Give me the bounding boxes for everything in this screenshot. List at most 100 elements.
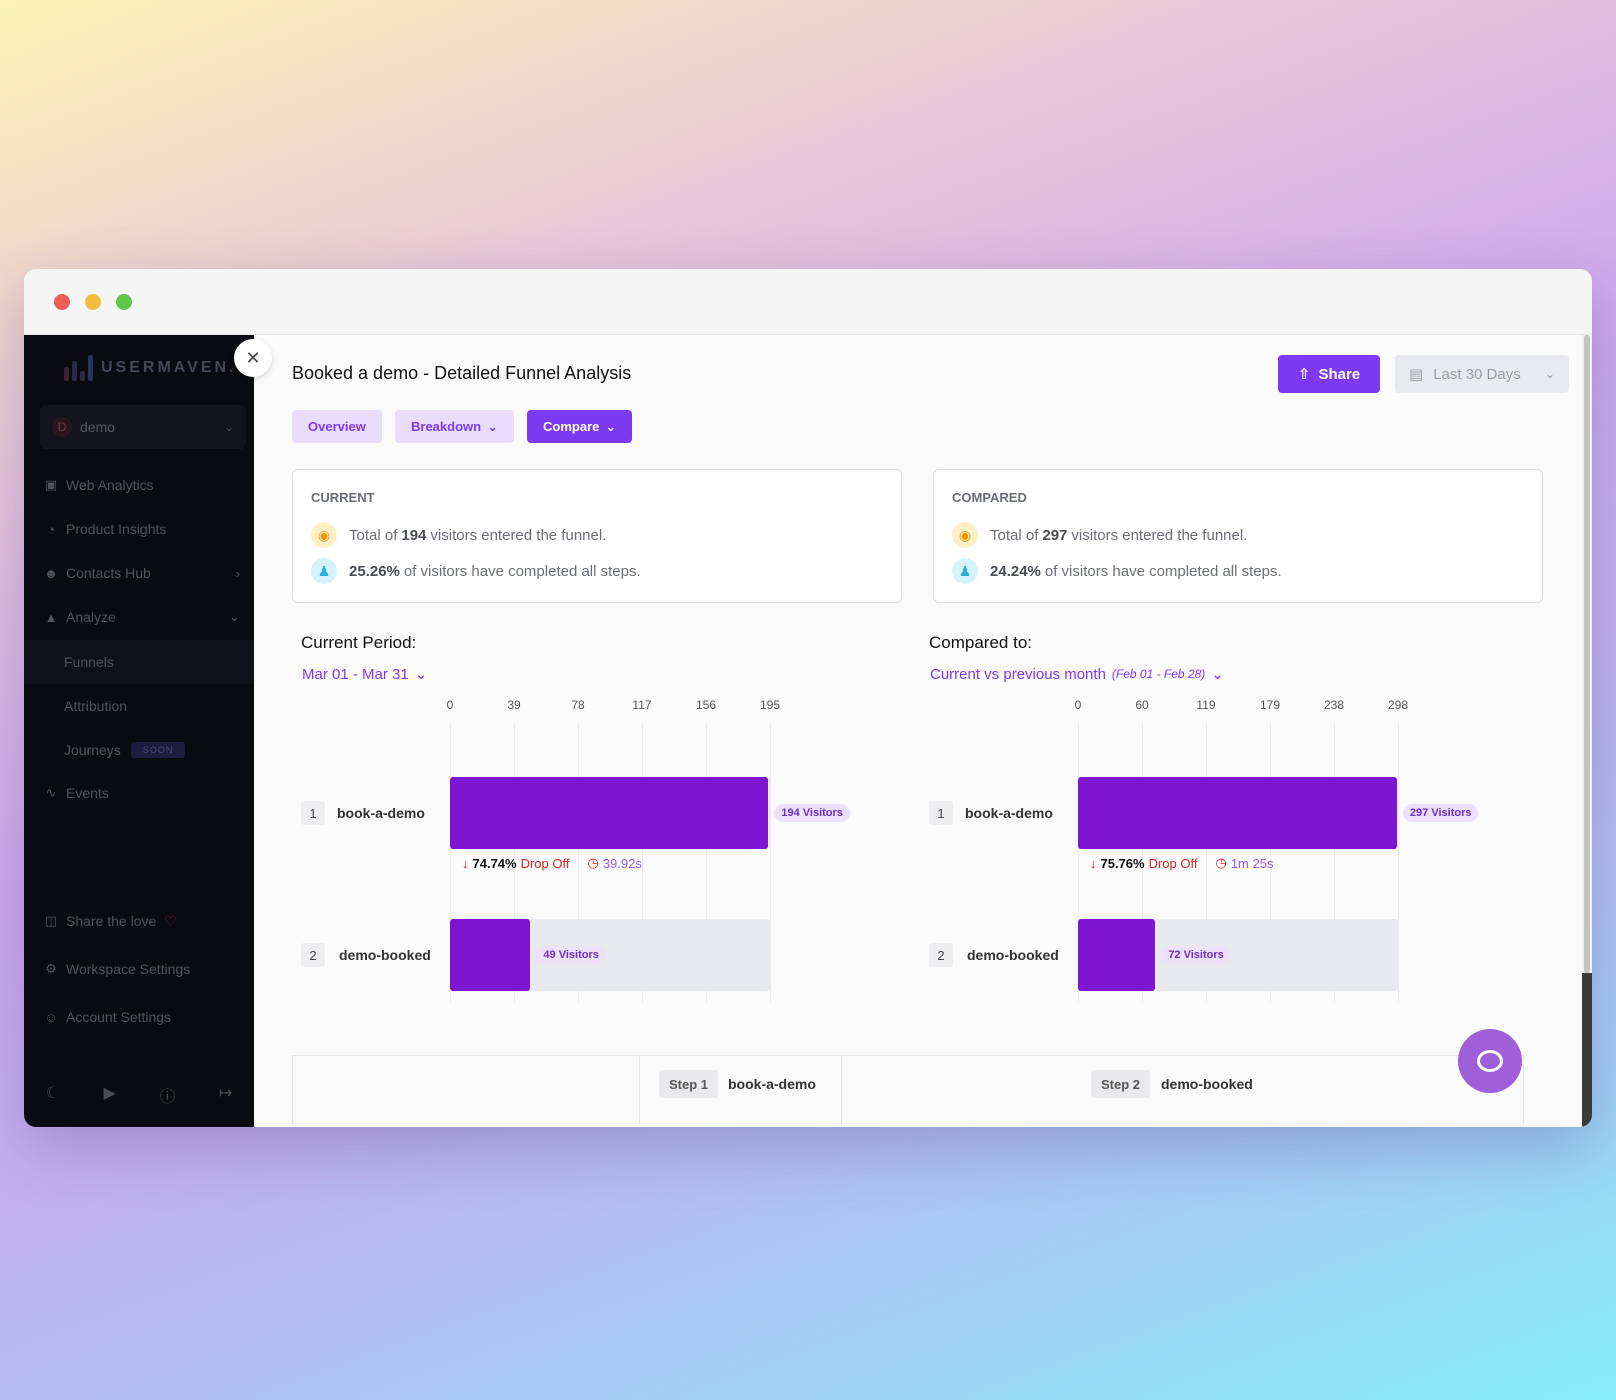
minimize-window-dot[interactable] bbox=[85, 294, 101, 310]
axis-tick-label: 119 bbox=[1196, 698, 1216, 712]
axis-tick-label: 0 bbox=[1074, 698, 1082, 712]
column-divider bbox=[639, 1056, 640, 1125]
heart-icon: ♡ bbox=[164, 912, 177, 929]
pie-chart-icon: ◔ bbox=[47, 521, 55, 537]
chevron-down-icon: ⌄ bbox=[223, 420, 234, 434]
visitors-badge: 297 Visitors bbox=[1402, 804, 1479, 822]
gridline bbox=[770, 722, 771, 1002]
chat-button[interactable] bbox=[1458, 1029, 1522, 1093]
tab-label: Breakdown bbox=[411, 419, 482, 434]
app: USERMAVEN. D demo ⌄ ▣ Web Analytics ◔ Pr… bbox=[24, 335, 1592, 1127]
sidebar-footer: ☾ ▶ ⓘ ↦ bbox=[24, 1083, 254, 1107]
chevron-down-icon: ⌄ bbox=[605, 418, 617, 434]
sidebar-item-share-the-love[interactable]: ◫ Share the love ♡ bbox=[40, 901, 246, 941]
chevron-down-icon: ⌄ bbox=[414, 666, 428, 683]
tab-breakdown[interactable]: Breakdown ⌄ bbox=[395, 410, 514, 443]
sidebar-item-workspace-settings[interactable]: ⚙ Workspace Settings bbox=[40, 949, 246, 989]
sidebar-item-funnels[interactable]: Funnels bbox=[24, 640, 254, 684]
area-chart-icon: ▲ bbox=[44, 609, 58, 625]
close-button[interactable]: ✕ bbox=[234, 339, 272, 377]
compared-period-label: Compared to: bbox=[929, 633, 1032, 652]
step-name: demo-booked bbox=[967, 947, 1059, 963]
compared-funnel-chart: 0 60 119 179 238 298 1 book-a-demo 297 Visitors 2… bbox=[920, 690, 1480, 1010]
user-gear-icon: ☺ bbox=[44, 1009, 58, 1025]
gridline bbox=[578, 722, 579, 1002]
visitors-badge: 49 Visitors bbox=[536, 946, 606, 964]
gift-icon: ◫ bbox=[44, 913, 58, 928]
help-icon[interactable]: ⓘ bbox=[159, 1089, 176, 1106]
share-button[interactable]: ⇧ Share bbox=[1278, 355, 1380, 393]
chevron-down-icon: ⌄ bbox=[1544, 367, 1555, 381]
line-text: of visitors have completed all steps. bbox=[403, 562, 641, 580]
maximize-window-dot[interactable] bbox=[116, 294, 132, 310]
moon-icon[interactable]: ☾ bbox=[45, 1085, 61, 1102]
sidebar-item-account-settings[interactable]: ☺ Account Settings bbox=[40, 997, 246, 1037]
gridline bbox=[1142, 722, 1143, 1002]
step-name: book-a-demo bbox=[965, 805, 1053, 821]
funnel-bar[interactable] bbox=[450, 919, 531, 991]
current-period-select[interactable]: Mar 01 - Mar 31 ⌄ bbox=[302, 665, 428, 684]
chevron-right-icon: › bbox=[235, 565, 240, 581]
workspace-select[interactable]: D demo ⌄ bbox=[40, 405, 246, 449]
sidebar-item-label: Journeys bbox=[64, 742, 121, 758]
close-icon: ✕ bbox=[245, 347, 261, 368]
gridline bbox=[1398, 722, 1399, 1002]
visitor-count: 297 bbox=[1042, 526, 1068, 544]
compared-period-select[interactable]: Current vs previous month (Feb 01 - Feb … bbox=[930, 665, 1224, 684]
sidebar-item-journeys[interactable]: Journeys SOON bbox=[24, 728, 254, 772]
gridline bbox=[1270, 722, 1271, 1002]
tab-compare[interactable]: Compare ⌄ bbox=[527, 410, 633, 443]
drop-off-label: Drop Off bbox=[1148, 855, 1198, 871]
axis-tick-label: 195 bbox=[759, 698, 781, 712]
sidebar-item-label: Events bbox=[66, 785, 109, 801]
funnel-bar[interactable] bbox=[1078, 919, 1156, 991]
funnel-bar[interactable] bbox=[1078, 777, 1397, 849]
scrollbar-thumb[interactable] bbox=[1584, 335, 1590, 973]
logout-icon[interactable]: ↦ bbox=[218, 1085, 233, 1102]
funnel-bar[interactable] bbox=[450, 777, 769, 849]
tab-overview[interactable]: Overview bbox=[292, 410, 382, 443]
close-window-dot[interactable] bbox=[54, 294, 70, 310]
page-title: Booked a demo - Detailed Funnel Analysis bbox=[292, 363, 632, 383]
sidebar-item-web-analytics[interactable]: ▣ Web Analytics bbox=[40, 465, 246, 505]
line-text: of visitors have completed all steps. bbox=[1044, 562, 1282, 580]
sidebar-item-contacts-hub[interactable]: ☻ Contacts Hub › bbox=[40, 553, 246, 593]
brand-name: USERMAVEN. bbox=[101, 359, 237, 376]
sidebar-item-label: Funnels bbox=[64, 654, 114, 670]
arrow-down-icon: ↓ bbox=[1090, 855, 1097, 871]
sidebar-item-product-insights[interactable]: ◔ Product Insights bbox=[40, 509, 246, 549]
scrollbar[interactable] bbox=[1582, 335, 1592, 1127]
user-icon: ☻ bbox=[44, 565, 58, 581]
upload-icon: ⇧ bbox=[1297, 366, 1311, 383]
step-number: 1 bbox=[929, 801, 953, 825]
completed-line: ♟ 25.26% of visitors have completed all … bbox=[311, 558, 641, 584]
share-button-label: Share bbox=[1318, 365, 1361, 383]
sidebar-item-label: Account Settings bbox=[66, 1009, 172, 1025]
axis-tick-label: 179 bbox=[1259, 698, 1281, 712]
clock-icon: ◷ bbox=[587, 855, 599, 870]
axis-tick-label: 117 bbox=[632, 698, 652, 712]
step-title: book-a-demo bbox=[728, 1076, 816, 1092]
megaphone-icon[interactable]: ▶ bbox=[103, 1085, 116, 1102]
date-range-select[interactable]: ▤ Last 30 Days ⌄ bbox=[1395, 355, 1569, 393]
clock-icon: ◷ bbox=[1215, 855, 1227, 870]
current-summary-card: CURRENT ◉ Total of 194 visitors entered … bbox=[292, 469, 902, 603]
card-label: CURRENT bbox=[311, 490, 375, 505]
sidebar-item-events[interactable]: ∿ Events bbox=[40, 773, 246, 813]
main-panel: Booked a demo - Detailed Funnel Analysis… bbox=[254, 335, 1592, 1127]
sidebar: USERMAVEN. D demo ⌄ ▣ Web Analytics ◔ Pr… bbox=[24, 335, 254, 1127]
entered-funnel-line: ◉ Total of 297 visitors entered the funn… bbox=[952, 522, 1247, 548]
sidebar-item-label: Analyze bbox=[66, 609, 116, 625]
chevron-down-icon: ⌄ bbox=[229, 609, 240, 624]
sidebar-item-label: Share the love bbox=[66, 913, 157, 929]
drop-off-percent: 75.76% bbox=[1100, 855, 1145, 871]
sidebar-item-analyze[interactable]: ▲ Analyze ⌄ bbox=[40, 597, 246, 637]
completion-rate: 24.24% bbox=[990, 562, 1041, 580]
axis-tick-label: 39 bbox=[507, 698, 521, 712]
step-name: book-a-demo bbox=[337, 805, 425, 821]
arrow-down-icon: ↓ bbox=[462, 855, 469, 871]
sidebar-item-attribution[interactable]: Attribution bbox=[24, 684, 254, 728]
step-number: 2 bbox=[929, 943, 953, 967]
step-number: 2 bbox=[301, 943, 325, 967]
logo-icon bbox=[64, 355, 93, 381]
